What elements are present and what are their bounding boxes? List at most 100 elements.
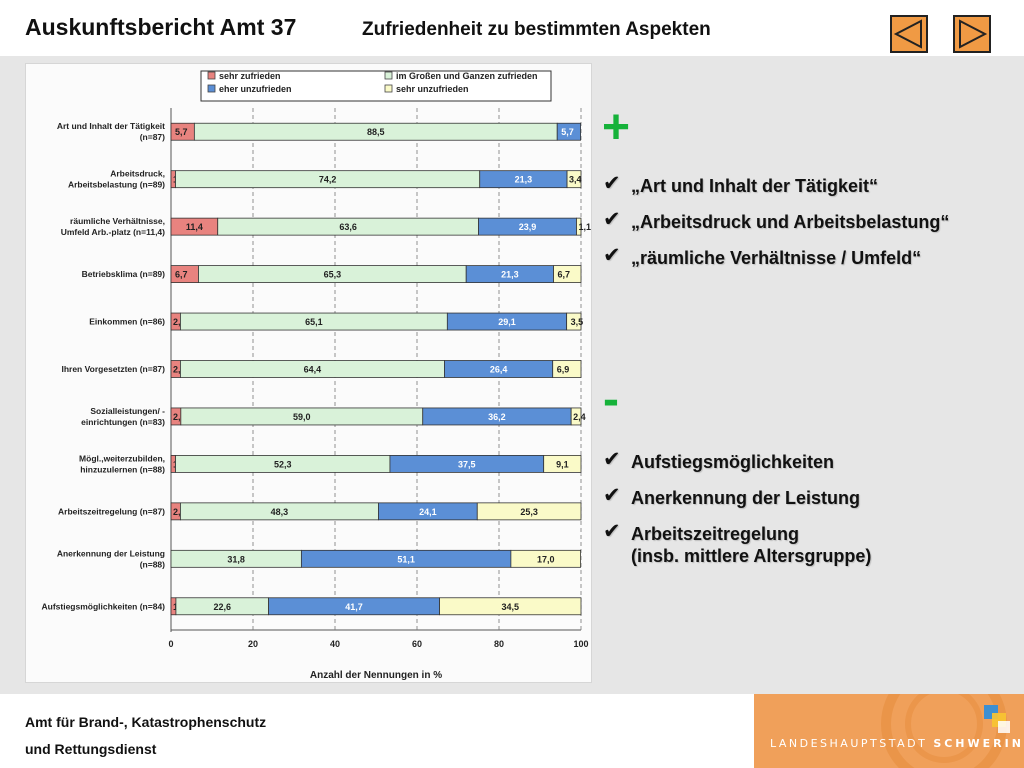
schwerin-logo-icon bbox=[984, 705, 1010, 733]
checkmark-icon: ✔ bbox=[603, 207, 621, 231]
bar-segment bbox=[556, 122, 581, 141]
city-brand: LANDESHAUPTSTADT SCHWERIN bbox=[754, 694, 1024, 768]
data-label: 23,9 bbox=[519, 222, 537, 232]
data-label: 6,7 bbox=[175, 270, 188, 280]
category-label: (n=88) bbox=[140, 559, 165, 569]
negative-item-text: Aufstiegsmöglichkeiten bbox=[631, 452, 835, 472]
data-label: 65,1 bbox=[305, 317, 323, 327]
data-label: 36,2 bbox=[488, 412, 506, 422]
x-tick-label: 80 bbox=[494, 639, 504, 649]
data-label: 63,6 bbox=[339, 222, 357, 232]
data-label: 51,1 bbox=[397, 554, 415, 564]
bar-segment bbox=[439, 597, 582, 616]
department-line-2: und Rettungsdienst bbox=[25, 741, 157, 757]
data-label: 25,3 bbox=[520, 507, 538, 517]
x-axis-label: Anzahl der Nennungen in % bbox=[310, 670, 442, 681]
data-label: 2,4 bbox=[573, 412, 586, 422]
category-label: Betriebsklima (n=89) bbox=[82, 269, 166, 279]
data-label: 29,1 bbox=[498, 317, 516, 327]
bar-segment bbox=[476, 502, 582, 521]
legend-label: im Großen und Ganzen zufrieden bbox=[396, 71, 538, 81]
data-label: 5,7 bbox=[561, 127, 574, 137]
department-line-1: Amt für Brand-, Katastrophenschutz bbox=[25, 714, 267, 730]
bar-segment bbox=[552, 360, 582, 378]
data-label: 26,4 bbox=[490, 365, 508, 375]
data-label: 6,9 bbox=[557, 365, 570, 375]
legend-box bbox=[200, 70, 552, 102]
category-label: hinzuzulernen (n=88) bbox=[80, 464, 165, 474]
checkmark-icon: ✔ bbox=[603, 483, 621, 507]
checkmark-icon: ✔ bbox=[603, 519, 621, 543]
chart-panel: sehr zufrieden im Großen und Ganzen zufri… bbox=[25, 63, 592, 683]
positive-item: ✔ „räumliche Verhältnisse / Umfeld“ bbox=[603, 244, 1013, 269]
data-label: 88,5 bbox=[367, 127, 385, 137]
negative-item-text: Arbeitszeitregelung (insb. mittlere Alte… bbox=[631, 524, 872, 566]
positive-item-text: „Arbeitsdruck und Arbeitsbelastung“ bbox=[631, 212, 950, 232]
x-tick-label: 60 bbox=[412, 639, 422, 649]
header: Auskunftsbericht Amt 37 Zufriedenheit zu… bbox=[0, 0, 1024, 56]
next-slide-button[interactable] bbox=[953, 15, 991, 53]
data-label: 48,3 bbox=[271, 507, 289, 517]
prev-slide-button[interactable] bbox=[890, 15, 928, 53]
x-tick-label: 40 bbox=[330, 639, 340, 649]
x-tick-label: 20 bbox=[248, 639, 258, 649]
bar-segment bbox=[510, 549, 581, 568]
negative-item: ✔ Anerkennung der Leistung bbox=[603, 483, 1013, 509]
data-label: 22,6 bbox=[213, 602, 231, 612]
data-label: 41,7 bbox=[345, 602, 363, 612]
legend-swatch bbox=[384, 84, 393, 93]
data-label: 11,4 bbox=[186, 222, 203, 232]
category-label: Sozialleistungen/ - bbox=[90, 406, 165, 416]
legend-swatch bbox=[207, 71, 216, 80]
data-label: 6,7 bbox=[558, 270, 571, 280]
data-label: 59,0 bbox=[293, 412, 311, 422]
legend-swatch bbox=[384, 71, 393, 80]
negative-item-text: Anerkennung der Leistung bbox=[631, 488, 861, 508]
category-label: Einkommen (n=86) bbox=[89, 317, 165, 327]
category-label: Arbeitsbelastung (n=89) bbox=[68, 180, 165, 190]
category-label: Art und Inhalt der Tätigkeit bbox=[57, 121, 165, 131]
stacked-bar-chart: sehr zufrieden im Großen und Ganzen zufri… bbox=[41, 70, 591, 681]
data-label: 2,3 bbox=[173, 365, 186, 375]
category-label: Aufstiegsmöglichkeiten (n=84) bbox=[41, 601, 165, 611]
positive-item: ✔ „Art und Inhalt der Tätigkeit“ bbox=[603, 171, 1013, 197]
checkmark-icon: ✔ bbox=[603, 171, 621, 195]
legend-swatch bbox=[207, 84, 216, 93]
triangle-right-icon bbox=[959, 19, 988, 49]
data-label: 52,3 bbox=[274, 459, 292, 469]
brand-light-text: LANDESHAUPTSTADT bbox=[770, 737, 928, 750]
category-label: Mögl.,weiterzubilden, bbox=[79, 453, 165, 463]
data-label: 21,3 bbox=[515, 175, 533, 185]
bar-segment bbox=[576, 217, 582, 236]
x-tick-label: 0 bbox=[168, 639, 173, 649]
data-label: 65,3 bbox=[324, 270, 342, 280]
data-label: 2,4 bbox=[173, 412, 186, 422]
data-label: 31,8 bbox=[227, 554, 245, 564]
bar-segment bbox=[553, 265, 582, 283]
data-label: 37,5 bbox=[458, 459, 476, 469]
x-tick-label: 100 bbox=[573, 639, 588, 649]
legend-label: sehr zufrieden bbox=[219, 71, 281, 81]
data-label: 17,0 bbox=[537, 554, 555, 564]
category-label: Arbeitsdruck, bbox=[110, 169, 165, 179]
bar-segment bbox=[543, 455, 582, 473]
category-label: Umfeld Arb.-platz (n=11,4) bbox=[61, 227, 165, 237]
data-label: 9,1 bbox=[556, 459, 569, 469]
positive-list: ✔ „Art und Inhalt der Tätigkeit“ ✔ „Arbeit… bbox=[603, 171, 1013, 283]
bar-segment bbox=[566, 170, 582, 189]
triangle-left-icon bbox=[893, 19, 922, 49]
data-label: 5,7 bbox=[175, 127, 188, 137]
bar-segment bbox=[566, 312, 582, 331]
data-label: 64,4 bbox=[304, 365, 322, 375]
checkmark-icon: ✔ bbox=[603, 447, 621, 471]
brand-bold-text: SCHWERIN bbox=[933, 737, 1024, 750]
data-label: 24,1 bbox=[419, 507, 437, 517]
bar-segment bbox=[570, 407, 582, 426]
positive-item: ✔ „Arbeitsdruck und Arbeitsbelastung“ bbox=[603, 207, 1013, 233]
footer: Amt für Brand-, Katastrophenschutz und R… bbox=[0, 694, 1024, 768]
positive-symbol: + bbox=[602, 101, 631, 154]
category-label: Ihren Vorgesetzten (n=87) bbox=[61, 364, 165, 374]
legend-label: sehr unzufrieden bbox=[396, 84, 469, 94]
data-label: 21,3 bbox=[501, 270, 519, 280]
legend-label: eher unzufrieden bbox=[219, 84, 292, 94]
